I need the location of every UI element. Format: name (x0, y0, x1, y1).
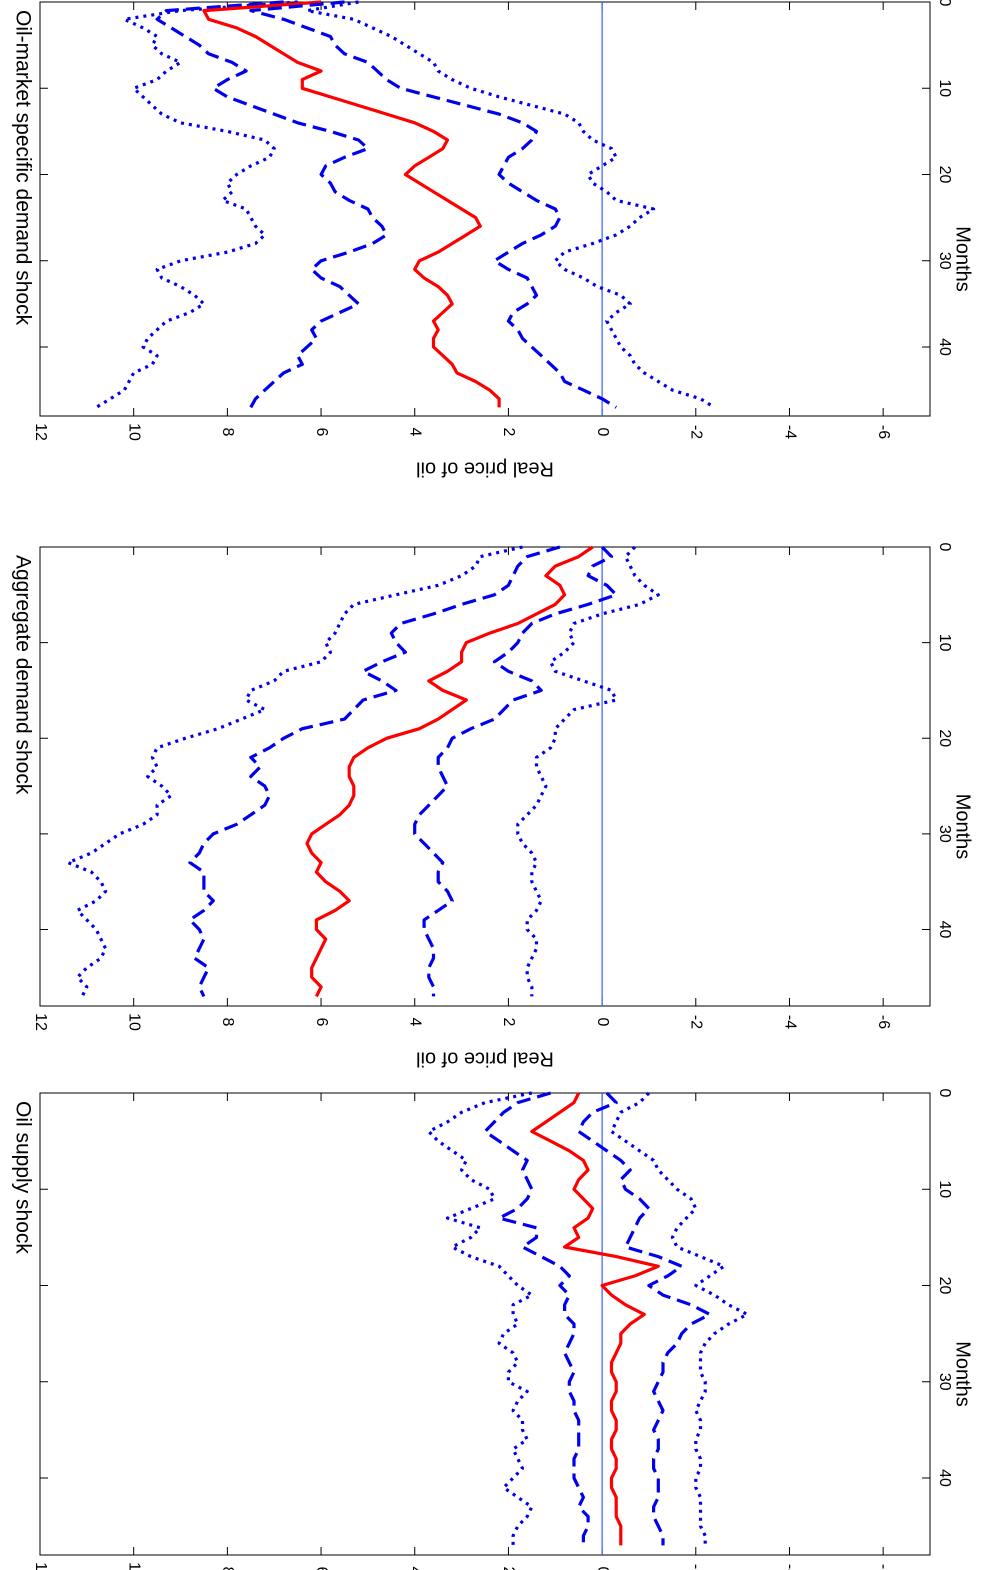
series-outer-upper-line (95, 0, 298, 409)
series-median-line (530, 1092, 660, 1546)
x-tick-label: 20 (936, 1277, 953, 1295)
chart-panel-3: -6 -4 -2 0 2 4 6 8 10 12 0 10 20 30 40 Oil-market speci… (11, 0, 973, 480)
y-tick-label: 2 (500, 1567, 517, 1570)
y-tick-label: 10 (125, 423, 142, 441)
x-tick-label: 40 (936, 338, 953, 356)
series-inner-lower-line (249, 0, 618, 409)
plot-frame (39, 546, 931, 1007)
y-tick-label: -2 (688, 425, 705, 439)
series-outer-lower-line (305, 0, 716, 409)
x-tick-label: 20 (936, 729, 953, 747)
y-tick-label: 8 (219, 1567, 236, 1570)
y-tick-label: 8 (219, 1018, 236, 1027)
chart-title: Oil-market specific demand shock (11, 10, 34, 326)
y-tick-label: 12 (32, 1562, 49, 1570)
x-axis-label: Months (952, 794, 974, 860)
series-median-line (305, 545, 594, 998)
plot-frame (39, 1, 931, 417)
x-tick-label: 30 (936, 252, 953, 270)
x-tick-label: 40 (936, 921, 953, 939)
y-tick-label: -6 (875, 1564, 892, 1570)
y-tick-label: 2 (500, 428, 517, 437)
series-outer-lower-line (516, 545, 660, 997)
y-tick-label: -4 (781, 425, 798, 439)
x-tick-label: 10 (936, 1180, 953, 1198)
y-tick-label: 6 (313, 1567, 330, 1570)
y-tick-label: -2 (688, 1015, 705, 1029)
x-tick-label: 30 (936, 1373, 953, 1391)
series-median-line (202, 0, 501, 408)
x-tick-label: 0 (936, 1089, 953, 1098)
y-tick-label: -4 (781, 1015, 798, 1029)
chart-panel-1: -6 -4 -2 0 2 4 6 8 10 12 0 10 20 30 40 Oil supply shock… (11, 1089, 973, 1570)
x-tick-label: 30 (936, 825, 953, 843)
y-tick-label: 6 (313, 428, 330, 437)
y-tick-label: 0 (594, 1018, 611, 1027)
series-inner-lower-line (577, 1091, 712, 1546)
y-tick-label: -6 (875, 1015, 892, 1029)
x-tick-label: 10 (936, 634, 953, 652)
y-tick-label: -6 (875, 425, 892, 439)
chart-title: Oil supply shock (11, 1101, 34, 1254)
series-outer-upper-line (66, 545, 523, 998)
x-axis-label: Months (952, 1341, 974, 1407)
x-tick-label: 10 (936, 79, 953, 97)
y-axis-label: Real price of oil (416, 1048, 554, 1070)
x-tick-label: 0 (936, 543, 953, 552)
y-tick-label: 4 (407, 1567, 424, 1570)
x-tick-label: 0 (936, 0, 953, 7)
y-tick-label: 10 (125, 1562, 142, 1570)
chart-title: Aggregate demand shock (11, 555, 34, 795)
y-tick-label: 4 (407, 1018, 424, 1027)
y-tick-label: -4 (781, 1564, 798, 1570)
y-tick-label: 10 (125, 1013, 142, 1031)
y-tick-label: 8 (219, 428, 236, 437)
y-axis-label: Real price of oil (416, 458, 554, 480)
y-tick-label: -2 (688, 1564, 705, 1570)
series-inner-upper-line (155, 0, 389, 409)
y-tick-label: 12 (32, 423, 49, 441)
series-outer-upper-line (427, 1091, 534, 1546)
y-tick-label: 6 (313, 1018, 330, 1027)
y-tick-label: 0 (594, 1567, 611, 1570)
y-tick-label: 2 (500, 1018, 517, 1027)
series-inner-upper-line (188, 545, 561, 998)
series-inner-upper-line (483, 1091, 590, 1546)
y-tick-label: 0 (594, 428, 611, 437)
x-tick-label: 20 (936, 166, 953, 184)
plot-frame (39, 1092, 931, 1556)
y-tick-label: 12 (32, 1013, 49, 1031)
series-inner-lower-line (413, 545, 618, 997)
series-outer-lower-line (609, 1091, 749, 1546)
y-tick-label: 4 (407, 428, 424, 437)
x-axis-label: Months (952, 226, 974, 292)
x-tick-label: 40 (936, 1469, 953, 1487)
chart-panel-2: -6 -4 -2 0 2 4 6 8 10 12 0 10 20 30 40 Aggregate demand… (11, 543, 973, 1070)
